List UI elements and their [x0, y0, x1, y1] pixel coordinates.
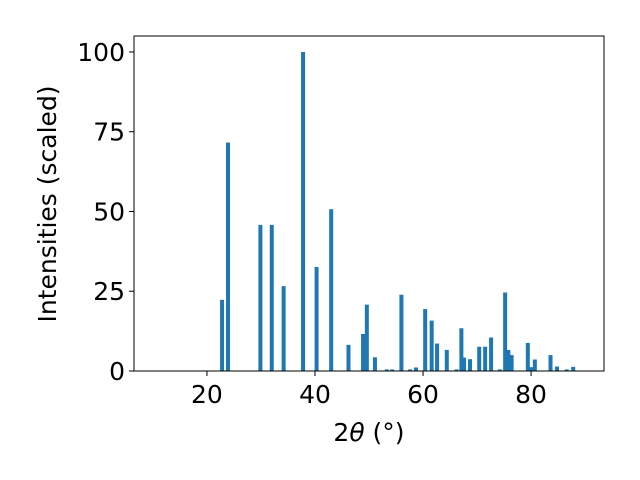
bar: [525, 342, 530, 371]
bar: [390, 369, 395, 371]
y-tick-label: 0: [109, 357, 125, 386]
bar: [281, 286, 286, 371]
bar: [468, 359, 473, 371]
bar: [497, 369, 502, 371]
bar: [220, 299, 225, 371]
bar: [444, 349, 449, 371]
bar: [372, 357, 377, 371]
x-axis-label: 2θ (°): [333, 418, 404, 447]
x-tick-label: 60: [407, 380, 439, 409]
bar: [329, 209, 334, 371]
x-tick-label: 40: [299, 380, 331, 409]
bar: [346, 344, 351, 371]
x-axis-label-unit: (°): [365, 418, 405, 447]
y-tick-label: 25: [93, 277, 125, 306]
bars-group: [220, 51, 576, 371]
bar: [483, 346, 488, 371]
y-tick-label: 75: [93, 118, 125, 147]
bar: [384, 369, 389, 371]
bar: [532, 359, 537, 371]
plot-frame: [133, 35, 605, 372]
bar: [454, 369, 459, 371]
bar: [459, 328, 464, 371]
x-tick-label: 80: [515, 380, 547, 409]
x-axis-label-theta: θ: [349, 418, 364, 447]
bar: [529, 367, 534, 371]
y-tick-label: 100: [77, 38, 125, 67]
bar: [414, 367, 418, 371]
bar: [571, 366, 576, 371]
bar: [477, 346, 482, 371]
bar: [564, 369, 569, 371]
bar: [435, 343, 440, 371]
bar: [314, 266, 319, 371]
bar: [226, 142, 230, 371]
bar: [548, 355, 553, 371]
bar: [506, 349, 511, 371]
bar: [555, 366, 559, 371]
bar: [489, 337, 494, 371]
bar: [301, 51, 306, 371]
y-axis: 0 25 50 75 100: [77, 38, 134, 386]
x-axis-label-prefix: 2: [333, 418, 349, 447]
bar: [361, 333, 366, 371]
bar: [429, 320, 434, 371]
x-tick-label: 20: [191, 380, 223, 409]
bar: [269, 224, 274, 371]
y-tick-label: 50: [93, 197, 125, 226]
bar: [399, 294, 404, 371]
bar: [462, 357, 467, 371]
x-axis: 20 40 60 80: [191, 371, 547, 409]
bar: [509, 355, 514, 371]
bar: [423, 309, 428, 371]
bar: [364, 304, 369, 371]
y-axis-label: Intensities (scaled): [33, 85, 62, 322]
bar: [503, 292, 508, 371]
bar: [258, 224, 263, 371]
bar: [408, 369, 413, 371]
